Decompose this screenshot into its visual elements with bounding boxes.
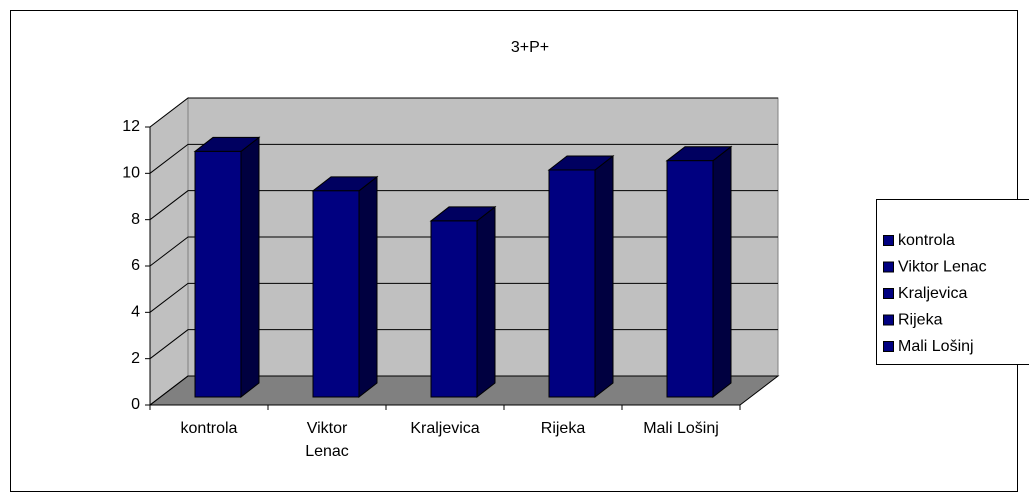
legend-swatch: [883, 235, 894, 246]
bar: [429, 205, 497, 399]
legend-label: kontrola: [898, 232, 955, 249]
x-tick-label: Rijeka: [540, 420, 586, 437]
y-tick-label: 0: [131, 396, 140, 413]
y-tick-label: 6: [131, 257, 140, 274]
y-tick-label: 2: [131, 350, 140, 367]
x-tick-label: Mali Lošinj: [643, 420, 719, 437]
chart-title: 3+P+: [511, 39, 549, 56]
legend-label: Kraljevica: [898, 285, 967, 302]
bar-side: [358, 175, 378, 399]
y-tick-label: 12: [122, 118, 140, 135]
legend-label: Mali Lošinj: [898, 338, 974, 355]
bar-front: [312, 190, 360, 398]
legend-box: [876, 199, 1029, 365]
bar-front: [548, 169, 596, 398]
legend-swatch: [883, 288, 894, 299]
bar-side: [240, 136, 260, 399]
bar-front: [666, 160, 714, 398]
x-tick-label: Viktor Lenac: [305, 420, 349, 460]
grid-line: [149, 97, 778, 128]
bar: [311, 175, 379, 399]
y-tick-label: 4: [131, 304, 140, 321]
x-tick-label: kontrola: [180, 420, 238, 437]
legend-label: Viktor Lenac: [898, 259, 987, 276]
bar-front: [430, 220, 478, 398]
x-tick-label: Kraljevica: [410, 420, 480, 437]
legend-label: Rijeka: [898, 312, 943, 329]
y-tick-label: 10: [122, 165, 140, 182]
bar-side: [712, 145, 732, 399]
bar: [665, 145, 733, 399]
bar-side: [594, 154, 614, 399]
legend-swatch: [883, 341, 894, 352]
grid-line: [149, 143, 778, 174]
bar: [547, 154, 615, 399]
bar: [193, 136, 261, 399]
legend-swatch: [883, 261, 894, 273]
bar-side: [476, 205, 496, 399]
legend-swatch: [883, 314, 894, 326]
bar-front: [194, 150, 242, 398]
y-tick-label: 8: [131, 211, 140, 228]
